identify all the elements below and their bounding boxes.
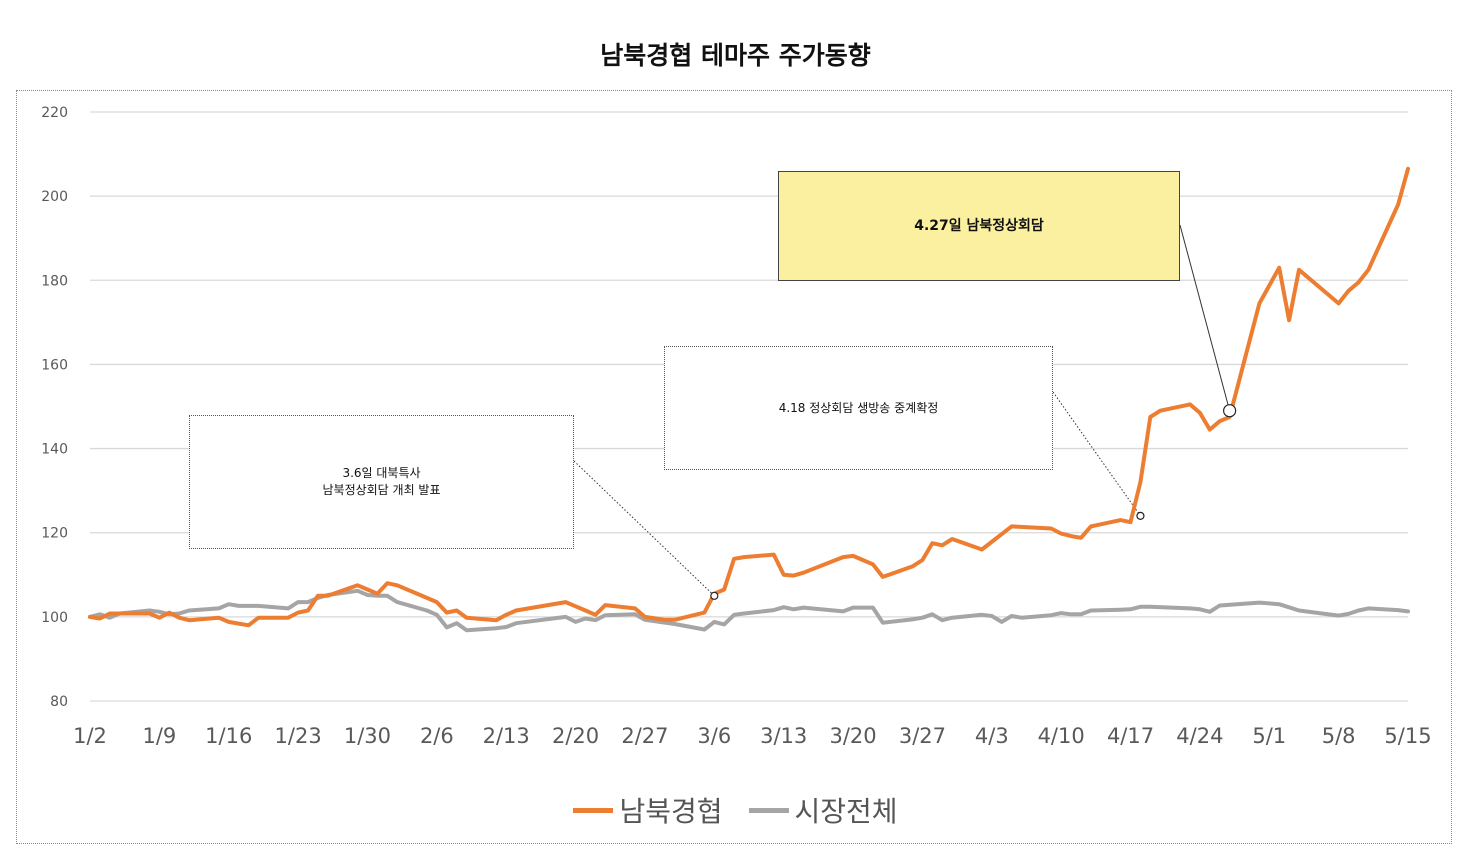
series-line-0 — [88, 166, 1410, 628]
annotation-leader-2 — [1179, 224, 1231, 411]
annotation-marker-0 — [710, 591, 719, 600]
legend-item-0: 남북경협 — [573, 790, 723, 830]
x-tick-label: 4/24 — [1176, 724, 1223, 748]
x-tick-label: 3/6 — [697, 724, 731, 748]
x-tick-label: 3/27 — [899, 724, 946, 748]
y-tick-label: 180 — [41, 273, 68, 289]
x-tick-label: 5/1 — [1252, 724, 1286, 748]
y-tick-label: 140 — [41, 442, 68, 458]
annotation-text: 4.18 정상회담 생방송 중계확정 — [778, 400, 939, 415]
x-tick-label: 2/6 — [420, 724, 454, 748]
x-tick-label: 1/16 — [205, 724, 252, 748]
annotation-leader-1 — [1052, 391, 1141, 517]
x-tick-label: 1/23 — [275, 724, 322, 748]
x-tick-label: 5/8 — [1322, 724, 1356, 748]
legend-swatch-0 — [573, 807, 614, 813]
y-axis-ticks: 80 100 120 140 160 180 200 220 — [41, 105, 68, 710]
annotation-leader-0 — [573, 460, 715, 597]
series-lines — [88, 166, 1410, 633]
x-tick-label: 1/30 — [344, 724, 391, 748]
legend-label-1: 시장전체 — [794, 795, 898, 828]
annotation-marker-2 — [1223, 404, 1237, 418]
legend-swatch-1 — [748, 807, 789, 813]
annotation-text: 4.27일 남북정상회담 — [914, 217, 1044, 234]
y-tick-label: 120 — [41, 526, 68, 542]
x-axis-ticks: 1/2 1/9 1/16 1/23 1/30 2/6 2/13 2/20 2/27 3/6 3/13… — [73, 724, 1431, 748]
x-tick-label: 1/2 — [73, 724, 107, 748]
annotation-markers — [710, 404, 1237, 600]
x-tick-label: 4/3 — [975, 724, 1009, 748]
x-tick-label: 4/10 — [1038, 724, 1085, 748]
x-tick-label: 3/20 — [829, 724, 876, 748]
y-tick-label: 220 — [41, 105, 68, 121]
chart-frame — [16, 90, 1452, 844]
annotation-text: 3.6일 대북특사 남북정상회담 개최 발표 — [322, 466, 441, 497]
legend-item-1: 시장전체 — [748, 790, 898, 830]
y-tick-label: 160 — [41, 357, 68, 373]
series-line-1 — [88, 588, 1410, 633]
y-tick-label: 100 — [41, 610, 68, 626]
x-tick-label: 3/13 — [760, 724, 807, 748]
y-tick-label: 80 — [50, 694, 68, 710]
y-tick-label: 200 — [41, 189, 68, 205]
annotation-marker-1 — [1136, 511, 1145, 520]
x-tick-label: 5/15 — [1384, 724, 1431, 748]
annotation-box-summit: 4.27일 남북정상회담 — [778, 171, 1180, 281]
x-tick-label: 4/17 — [1107, 724, 1154, 748]
legend-label-0: 남북경협 — [619, 795, 723, 828]
x-tick-label: 2/13 — [483, 724, 530, 748]
x-tick-label: 2/20 — [552, 724, 599, 748]
annotation-box-live-broadcast: 4.18 정상회담 생방송 중계확정 — [664, 346, 1053, 470]
x-tick-label: 2/27 — [621, 724, 668, 748]
annotation-leader-lines — [573, 224, 1231, 597]
annotation-box-special-envoy: 3.6일 대북특사 남북정상회담 개최 발표 — [189, 415, 574, 549]
x-tick-label: 1/9 — [142, 724, 176, 748]
chart-title: 남북경협 테마주 주가동향 — [600, 41, 871, 70]
chart-legend: 남북경협 시장전체 — [0, 790, 1471, 830]
